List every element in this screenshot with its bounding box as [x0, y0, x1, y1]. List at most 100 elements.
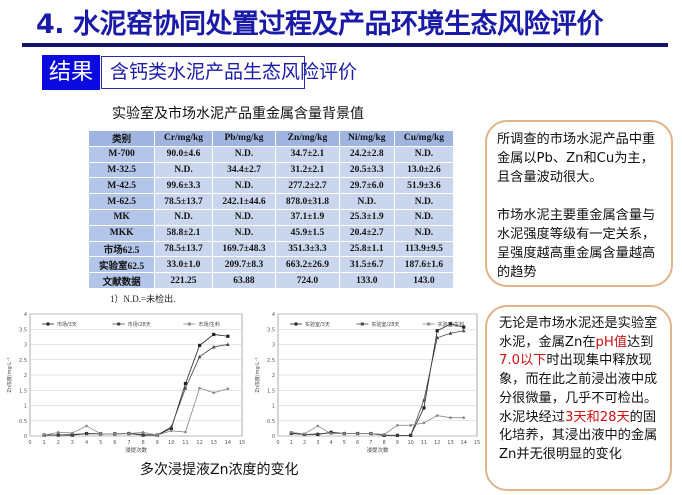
- x-tick-label: 13: [447, 440, 453, 446]
- legend-label: 市场/生料: [198, 321, 220, 328]
- data-point: [71, 431, 74, 435]
- data-point: [141, 431, 145, 434]
- table-row: MKK 58.8±2.1 N.D. 45.9±1.5 20.4±2.7 N.D.: [87, 224, 455, 242]
- x-axis-label: 浸提次数: [125, 446, 148, 453]
- table-row: 实验室62.5 33.0±1.0 209.7±8.3 663.2±26.9 31.5±6…: [87, 256, 455, 274]
- column-header: Cr/mg/kg: [154, 130, 213, 147]
- table-cell: N.D.: [393, 208, 455, 226]
- y-tick-label: 0: [24, 434, 27, 440]
- table-cell: MKK: [87, 224, 156, 242]
- y-tick-label: 3: [272, 343, 275, 349]
- table-cell: 209.7±8.3: [211, 256, 277, 274]
- y-tick-label: 1.5: [19, 388, 27, 394]
- x-tick-label: 4: [329, 440, 332, 446]
- data-point: [461, 328, 466, 333]
- data-point: [184, 430, 187, 434]
- data-point: [226, 334, 230, 338]
- x-tick-label: 7: [369, 440, 372, 446]
- x-tick-label: 11: [421, 440, 427, 446]
- series-line: [291, 415, 464, 435]
- x-tick-label: 1: [43, 440, 46, 446]
- table-footnote: 1）N.D.=未检出.: [110, 294, 176, 304]
- table-cell: 文献数据: [87, 272, 156, 289]
- table-cell: N.D.: [211, 208, 277, 226]
- text: 时出现集中释放现象，而在此之前浸出液中成分很微量，几乎不可检出。: [499, 353, 658, 406]
- legend-marker: [46, 322, 50, 326]
- table-cell: N.D.: [211, 177, 277, 195]
- data-point: [422, 421, 426, 425]
- data-point: [422, 406, 426, 410]
- series-line: [44, 387, 228, 436]
- legend-marker: [187, 322, 191, 326]
- x-tick-label: 6: [113, 440, 116, 446]
- data-point: [462, 325, 466, 329]
- table-cell: 13.0±2.6: [393, 161, 455, 179]
- table-cell: 113.9±9.5: [393, 240, 455, 258]
- table-cell: 187.6±1.6: [393, 256, 455, 274]
- table-cell: 169.7±48.3: [211, 240, 277, 258]
- data-point: [396, 424, 399, 427]
- text: 的固化培养，其浸出液中的金属Zn并无很明显的变化: [499, 409, 658, 462]
- x-tick-label: 14: [225, 440, 231, 446]
- x-tick-label: 6: [356, 440, 359, 446]
- table-cell: 34.7±2.1: [275, 145, 340, 163]
- data-point: [169, 424, 174, 429]
- highlight-ph: pH值: [595, 334, 628, 350]
- data-point: [170, 429, 173, 433]
- table-cell: 24.2±2.8: [338, 145, 395, 163]
- table-cell: N.D.: [211, 145, 277, 163]
- data-point: [448, 331, 453, 335]
- note-box-market: 所调查的市场水泥产品中重金属以Pb、Zn和Cu为主，且含量波动很大。 市场水泥主…: [485, 120, 673, 287]
- table-cell: N.D.: [338, 193, 395, 210]
- legend-label: 市场/28天: [128, 321, 151, 328]
- table-cell: 25.3±1.9: [338, 208, 395, 226]
- data-point: [197, 354, 202, 359]
- y-tick-label: 4: [24, 312, 27, 318]
- table-cell: 99.6±3.3: [154, 177, 213, 195]
- y-tick-label: 2: [272, 373, 275, 379]
- table-cell: 29.7±6.0: [338, 177, 395, 195]
- table-cell: N.D.: [211, 224, 277, 242]
- data-point: [226, 342, 230, 346]
- table-cell: M-700: [87, 145, 156, 163]
- data-point: [422, 398, 426, 402]
- table-cell: 31.5±6.7: [338, 256, 395, 274]
- table-cell: N.D.: [393, 145, 455, 163]
- data-point: [435, 329, 439, 333]
- section-subtitle: 含钙类水泥产品生态风险评价: [101, 56, 357, 89]
- data-point: [183, 386, 188, 390]
- highlight-threshold: 7.0以下: [499, 353, 547, 369]
- x-tick-label: 2: [57, 440, 60, 446]
- table-cell: 63.88: [211, 272, 277, 289]
- table-cell: 242.1±44.6: [211, 193, 277, 210]
- table-cell: N.D.: [393, 224, 455, 242]
- table-cell: 33.0±1.0: [154, 256, 213, 274]
- x-tick-label: 14: [461, 440, 467, 446]
- chart-caption: 多次浸提液Zn浓度的变化: [140, 462, 299, 478]
- y-tick-label: 3: [24, 343, 27, 349]
- data-point: [84, 431, 89, 436]
- text: 无论是市场水泥还是实验室水泥，金属Zn在: [499, 316, 658, 350]
- x-tick-label: 12: [196, 440, 202, 446]
- heavy-metal-table: 类别 Cr/mg/kg Pb/mg/kg Zn/mg/kg Ni/mg/kg Cu/mg/…: [87, 130, 455, 289]
- y-tick-label: 1.5: [267, 388, 275, 394]
- table-cell: 20.5±3.3: [338, 161, 395, 179]
- table-cell: N.D.: [154, 208, 213, 226]
- table-cell: N.D.: [154, 161, 213, 179]
- table-row: 市场62.5 78.5±13.7 169.7±48.3 351.3±3.3 25.8±1…: [87, 240, 455, 258]
- x-tick-label: 5: [343, 440, 346, 446]
- data-point: [198, 386, 201, 390]
- table-cell: 133.0: [338, 272, 395, 289]
- data-point: [356, 432, 359, 435]
- x-tick-label: 10: [407, 440, 413, 446]
- table-cell: 351.3±3.3: [275, 240, 340, 258]
- y-tick-label: 1: [24, 404, 27, 410]
- x-tick-label: 3: [71, 440, 74, 446]
- legend-label: 实验室/生料: [438, 321, 465, 328]
- y-tick-label: 2.5: [267, 358, 275, 364]
- data-point: [303, 432, 306, 436]
- data-point: [435, 335, 439, 340]
- table-cell: M-32.5: [87, 161, 156, 179]
- highlight-days: 3天和28天: [564, 409, 630, 425]
- table-cell: 58.8±2.1: [154, 224, 213, 242]
